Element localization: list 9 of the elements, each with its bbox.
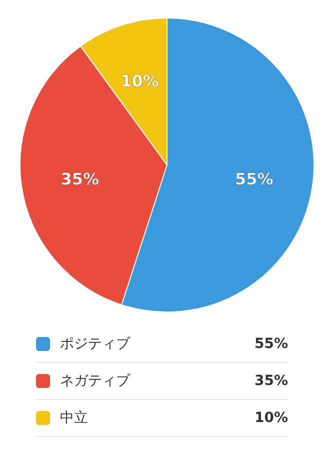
- legend-label: ネガティブ: [60, 372, 132, 390]
- text: 55%: [254, 336, 288, 352]
- legend-label: 中立: [60, 409, 89, 427]
- text: 35%: [254, 373, 288, 389]
- data-label: 35%: [60, 169, 100, 188]
- legend-label: ポジティブ: [60, 335, 132, 353]
- data-label: 10%: [120, 72, 159, 91]
- text: 10%: [254, 410, 288, 426]
- data-label: 55%: [234, 169, 274, 188]
